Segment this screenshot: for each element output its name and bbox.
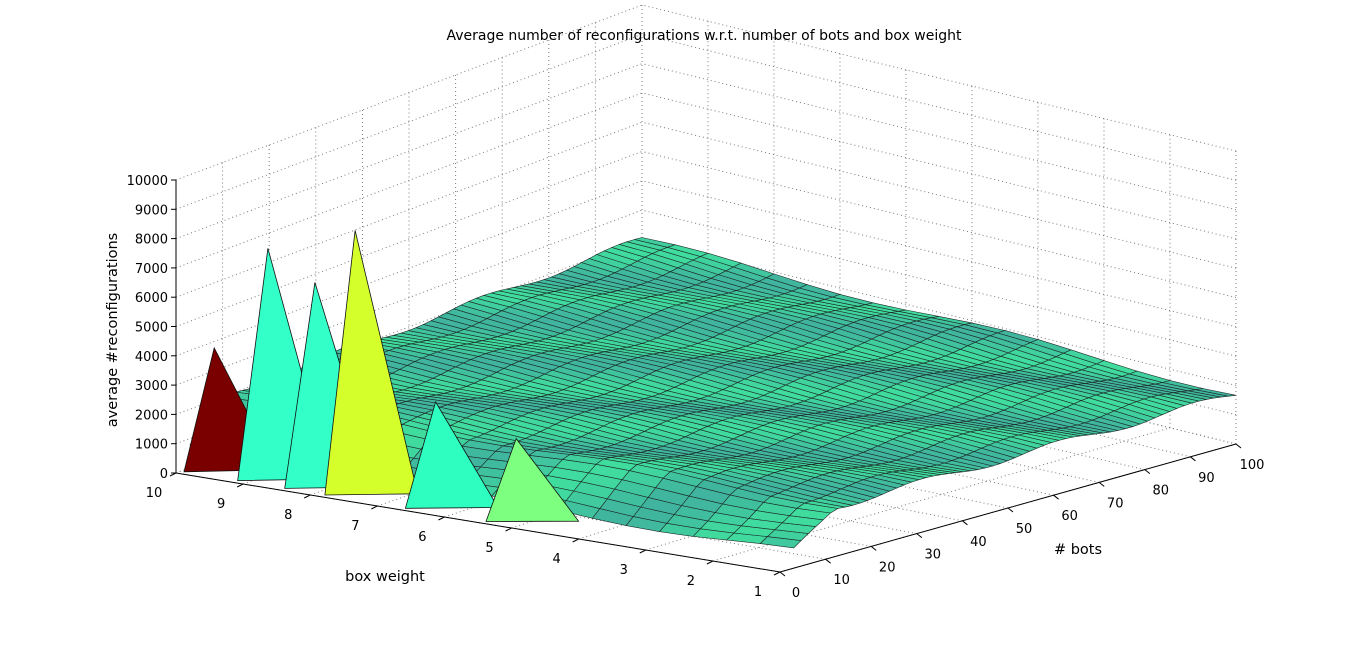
y-tick	[773, 571, 781, 576]
x-tick	[1144, 469, 1151, 474]
x-tick	[1190, 456, 1196, 462]
y-tick-label: 3	[620, 563, 628, 578]
x-tick	[779, 571, 786, 577]
y-tick	[639, 549, 647, 554]
grid-line	[175, 63, 643, 240]
tick-labels: 0100020003000400050006000700080009000100…	[127, 174, 1265, 601]
grid-line	[175, 121, 643, 298]
y-tick	[303, 494, 311, 499]
y-tick-label: 9	[217, 497, 225, 512]
x-tick-label: 10	[833, 573, 850, 588]
y-tick	[236, 483, 244, 488]
x-tick	[1098, 482, 1105, 487]
z-tick-label: 6000	[135, 291, 168, 306]
z-tick-label: 1000	[135, 438, 168, 453]
z-tick-label: 8000	[135, 233, 168, 248]
grid-line	[175, 151, 643, 327]
y-axis-line	[175, 472, 781, 573]
surface-peak	[485, 437, 580, 522]
grid-line	[175, 180, 643, 357]
axes	[169, 179, 1242, 577]
z-tick-label: 9000	[135, 203, 168, 218]
y-tick	[505, 527, 512, 532]
z-tick-label: 2000	[135, 408, 168, 423]
z-tick-label: 5000	[135, 321, 168, 336]
surface-peak	[404, 400, 499, 509]
y-tick-label: 10	[146, 486, 163, 501]
y-tick	[371, 505, 378, 510]
grid-line	[641, 92, 1237, 240]
y-tick-label: 2	[687, 574, 695, 589]
z-tick-label: 0	[160, 467, 168, 482]
grid-line	[175, 209, 643, 386]
x-tick-label: 50	[1016, 522, 1033, 537]
chart-title: Average number of reconfigurations w.r.t…	[446, 28, 962, 44]
x-tick-label: 90	[1198, 471, 1215, 486]
grid-line	[175, 33, 643, 210]
x-tick	[870, 546, 877, 551]
x-tick-label: 100	[1240, 458, 1265, 473]
surface-peaks	[183, 230, 580, 522]
grid-line	[175, 238, 643, 415]
y-tick	[706, 560, 714, 565]
grid-line	[712, 427, 1171, 562]
z-tick-label: 3000	[135, 379, 168, 394]
x-tick-label: 40	[970, 535, 987, 550]
x-tick	[1007, 507, 1014, 513]
x-tick-label: 20	[879, 560, 896, 575]
x-tick-label: 0	[792, 586, 800, 601]
z-tick-label: 7000	[135, 262, 168, 277]
x-tick-label: 70	[1107, 496, 1124, 511]
y-tick	[572, 538, 579, 543]
grid-line	[175, 92, 643, 269]
grid-line	[641, 33, 1237, 181]
z-tick-label: 10000	[127, 174, 168, 189]
x-axis-label: # bots	[1054, 542, 1102, 558]
surface-peak	[324, 230, 419, 496]
x-tick	[962, 520, 968, 526]
y-tick-label: 6	[418, 530, 426, 545]
y-tick-label: 5	[485, 541, 493, 556]
x-tick	[916, 533, 923, 538]
x-tick-label: 30	[925, 548, 942, 563]
y-axis-label: box weight	[345, 569, 425, 585]
z-axis-label: average #reconfigurations	[105, 233, 121, 427]
z-tick-label: 4000	[135, 350, 168, 365]
surface-cell	[1195, 388, 1237, 397]
x-tick	[1053, 494, 1059, 500]
x-tick-label: 80	[1153, 484, 1170, 499]
x-tick	[1235, 443, 1242, 449]
grid-line	[641, 4, 1237, 152]
y-tick-label: 8	[284, 508, 292, 523]
grid-line	[641, 121, 1237, 269]
grid-line	[641, 63, 1237, 211]
y-tick	[438, 516, 445, 521]
x-tick-label: 60	[1061, 509, 1078, 524]
grid-line	[175, 4, 643, 181]
x-tick	[825, 558, 831, 564]
y-tick-label: 1	[754, 585, 762, 600]
y-tick-label: 7	[351, 519, 359, 534]
y-tick	[169, 472, 177, 477]
y-tick-label: 4	[553, 552, 561, 567]
